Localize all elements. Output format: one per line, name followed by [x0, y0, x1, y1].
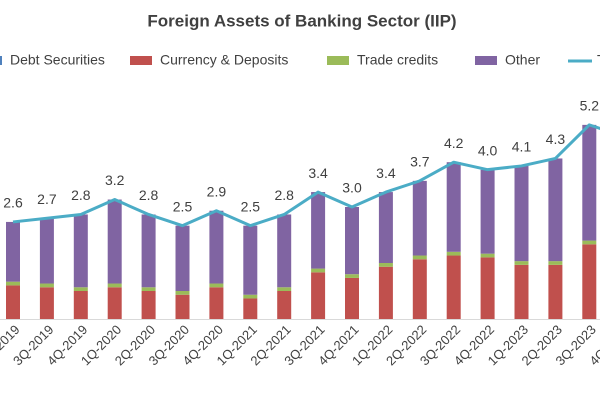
data-label: 2.8 — [139, 187, 159, 203]
bar-segment — [6, 221, 20, 282]
legend-swatch — [0, 56, 2, 65]
data-label: 5.2 — [580, 98, 600, 114]
bar-segment — [378, 192, 393, 263]
data-label: 2.9 — [207, 183, 227, 199]
bar-segment — [243, 298, 258, 319]
bar-segment — [480, 253, 495, 258]
bar-segment — [345, 207, 359, 275]
legend-label: Other — [505, 52, 540, 68]
bar-segment — [73, 214, 88, 288]
legend-swatch — [475, 56, 497, 65]
bar-segment — [277, 287, 292, 291]
bar-segment — [175, 225, 190, 291]
bar-segment — [582, 240, 597, 245]
data-label: 2.5 — [173, 198, 193, 214]
bar-segment — [378, 263, 393, 267]
bar-segment — [548, 264, 563, 319]
total-line — [12, 123, 600, 228]
bar-segment — [548, 158, 563, 262]
data-label: 2.7 — [37, 191, 57, 207]
bar-segment — [514, 264, 529, 319]
bar-segment — [378, 266, 393, 319]
bar-segment — [277, 214, 292, 288]
data-label: 2.8 — [274, 187, 294, 203]
data-label: 3.7 — [410, 154, 430, 170]
bar-segment — [311, 268, 326, 273]
bar-segment — [480, 169, 495, 254]
bar-segment — [243, 225, 258, 295]
bar-segment — [514, 165, 529, 262]
data-label: 3.2 — [105, 172, 125, 188]
data-label: 3.4 — [308, 165, 328, 181]
data-label: 4.3 — [546, 131, 566, 147]
bar-segment — [39, 283, 54, 288]
data-label: 4.1 — [512, 139, 532, 155]
bar-segment — [73, 291, 88, 319]
bar-segment — [446, 255, 461, 319]
legend-label: Currency & Deposits — [160, 52, 288, 68]
bar-segment — [412, 255, 427, 260]
bar-segment — [345, 277, 359, 319]
bar-segment — [141, 287, 156, 291]
bar-segment — [107, 287, 122, 319]
bar-segment — [548, 261, 563, 265]
bar-segment — [175, 291, 190, 295]
bar-segment — [209, 283, 224, 288]
bar-segment — [39, 287, 54, 319]
bar-segment — [107, 199, 122, 284]
legend-label: Total — [597, 52, 600, 68]
bar-segment — [243, 294, 258, 299]
bar-segment — [311, 272, 326, 319]
bar-segment — [209, 287, 224, 319]
legend-label: Debt Securities — [10, 52, 105, 68]
data-label: 3.0 — [342, 180, 362, 196]
bar-segment — [6, 281, 20, 286]
bar-segment — [141, 291, 156, 319]
bar-segment — [412, 180, 427, 256]
bar-segment — [175, 294, 190, 319]
chart-title: Foreign Assets of Banking Sector (IIP) — [147, 11, 456, 30]
bar-segment — [345, 274, 359, 278]
bar-segment — [480, 257, 495, 319]
data-label: 2.8 — [71, 187, 91, 203]
bar-segment — [582, 124, 597, 241]
bar-segment — [209, 210, 224, 284]
bar-segment — [107, 283, 122, 288]
data-label: 2.5 — [241, 198, 261, 214]
bar-segment — [141, 214, 156, 288]
legend-swatch — [130, 56, 152, 65]
bar-segment — [514, 261, 529, 265]
data-label: 4.0 — [478, 142, 498, 158]
data-label: 3.4 — [376, 165, 396, 181]
bar-segment — [39, 218, 54, 284]
legend-swatch — [327, 56, 349, 65]
bar-segment — [582, 244, 597, 319]
legend-label: Trade credits — [357, 52, 438, 68]
bar-segment — [446, 162, 461, 252]
data-label: 2.6 — [3, 195, 23, 211]
bar-segment — [446, 251, 461, 256]
bar-segment — [277, 291, 292, 319]
bar-segment — [6, 285, 20, 319]
bar-segment — [412, 259, 427, 319]
bar-segment — [73, 287, 88, 291]
bar-segment — [311, 192, 326, 269]
data-label: 4.2 — [444, 135, 464, 151]
